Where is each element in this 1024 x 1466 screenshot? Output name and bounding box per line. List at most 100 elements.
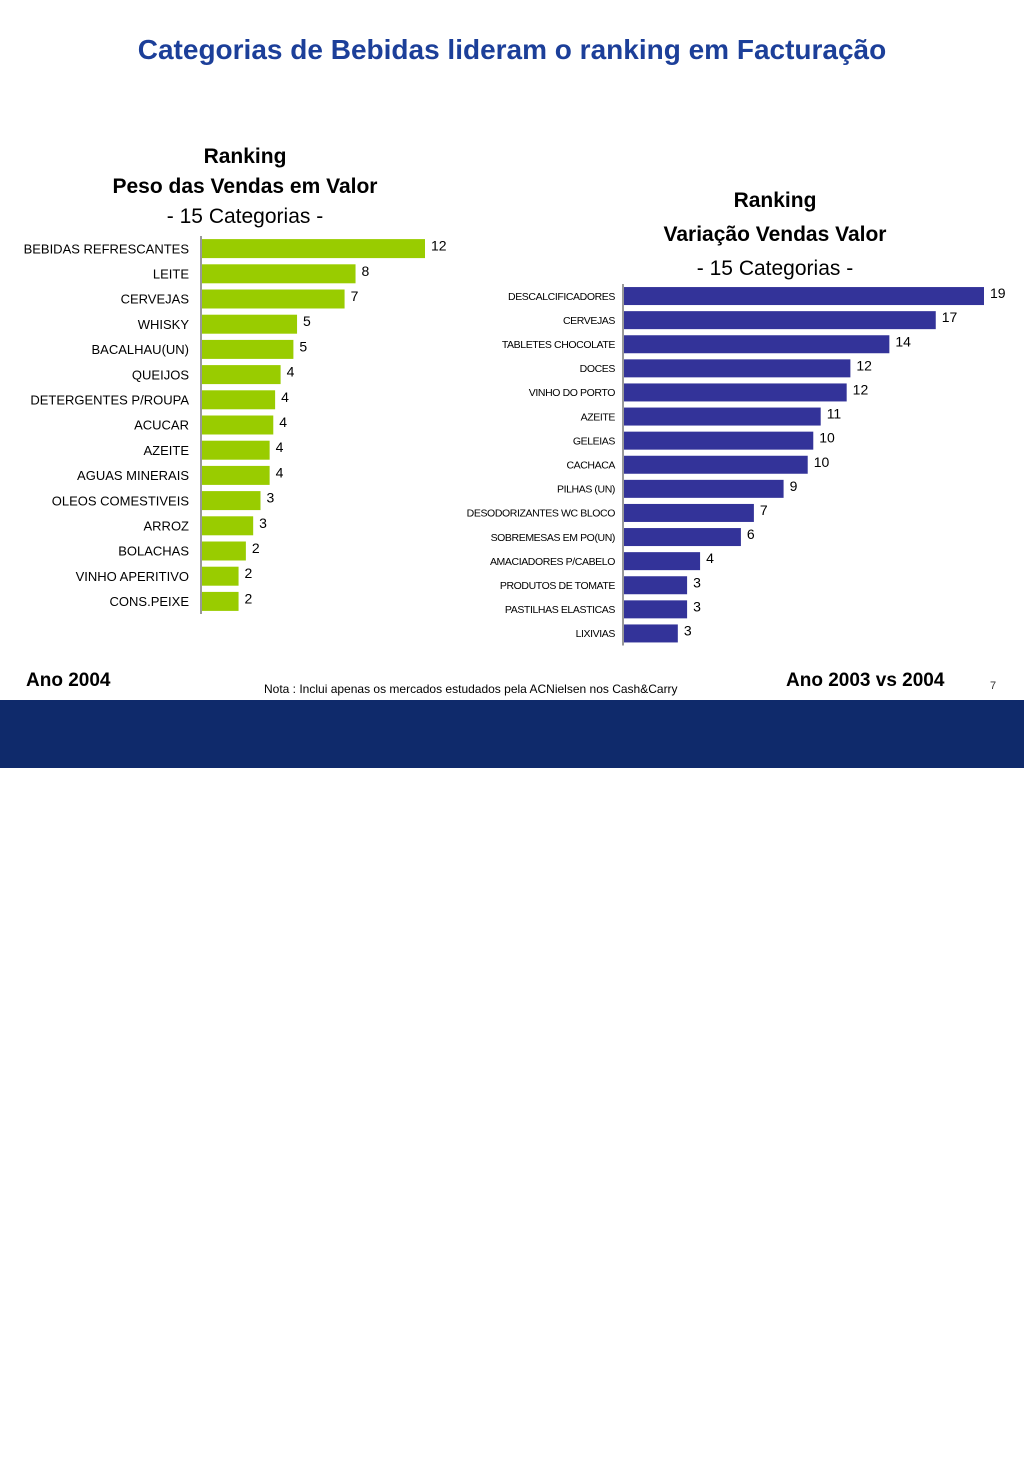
chart1-category-label: CERVEJAS bbox=[121, 292, 190, 307]
chart2-category-label: PASTILHAS ELASTICAS bbox=[505, 604, 615, 616]
chart2-heading-line1: Ranking bbox=[733, 189, 817, 212]
chart2-value-label: 12 bbox=[853, 381, 869, 397]
chart1-bar bbox=[202, 541, 246, 561]
chart1-value-label: 4 bbox=[276, 439, 284, 455]
chart1-category-label: ARROZ bbox=[144, 518, 190, 533]
chart1-value-label: 2 bbox=[252, 540, 260, 556]
chart2-value-label: 9 bbox=[790, 478, 798, 494]
chart1-value-label: 4 bbox=[281, 389, 289, 405]
chart1-category-label: WHISKY bbox=[138, 317, 190, 332]
page-number: 7 bbox=[990, 680, 997, 692]
chart1-bar bbox=[202, 390, 276, 410]
chart2-value-label: 3 bbox=[693, 574, 701, 590]
chart2-bar bbox=[624, 311, 936, 330]
chart1-value-label: 3 bbox=[259, 515, 267, 531]
slide-title: Categorias de Bebidas lideram o ranking … bbox=[137, 34, 887, 65]
chart2-category-label: CACHACA bbox=[566, 460, 615, 472]
footer-bar: ACNielsen Copyright © 2005 ACNielsen a V… bbox=[0, 700, 1024, 1462]
chart2-bar bbox=[624, 528, 741, 547]
chart1-bar bbox=[202, 491, 261, 511]
chart2-category-label: DESODORIZANTES WC BLOCO bbox=[467, 508, 616, 520]
chart2-category-label: CERVEJAS bbox=[563, 315, 615, 327]
chart1-category-label: BOLACHAS bbox=[118, 544, 189, 559]
logo-wordmark: ACNielsen bbox=[88, 1413, 258, 1458]
chart1-value-label: 4 bbox=[287, 364, 295, 380]
chart1-bar bbox=[202, 264, 356, 284]
chart2-value-label: 7 bbox=[760, 502, 768, 518]
chart2-bar bbox=[624, 335, 890, 354]
chart2-bar bbox=[624, 287, 984, 306]
chart1-value-label: 5 bbox=[303, 313, 311, 329]
chart1-value-label: 4 bbox=[276, 464, 284, 480]
chart1-bar bbox=[202, 289, 345, 309]
chart1-category-label: VINHO APERITIVO bbox=[76, 569, 189, 584]
chart1-category-label: BEBIDAS REFRESCANTES bbox=[24, 241, 190, 256]
chart1-category-label: AGUAS MINERAIS bbox=[77, 468, 189, 483]
chart2-value-label: 11 bbox=[827, 406, 842, 422]
chart2-category-label: AZEITE bbox=[581, 411, 616, 423]
chart1-bar-chart: BEBIDAS REFRESCANTES 12 LEITE 8 CERVEJAS 7 WHI… bbox=[24, 236, 447, 614]
chart2-value-label: 14 bbox=[895, 333, 911, 349]
chart2-bar bbox=[624, 503, 754, 522]
chart2-category-label: GELEIAS bbox=[573, 435, 616, 447]
chart1-category-label: CONS.PEIXE bbox=[110, 594, 190, 609]
chart2-category-label: TABLETES CHOCOLATE bbox=[502, 339, 616, 351]
acnielsen-logo: ACNielsen bbox=[30, 1402, 258, 1466]
chart1-footer: Ano 2004 bbox=[26, 670, 111, 691]
chart1-category-label: QUEIJOS bbox=[132, 367, 189, 382]
chart2-value-label: 17 bbox=[942, 309, 958, 325]
chart1-bar bbox=[202, 415, 274, 435]
chart1-bar bbox=[202, 339, 294, 359]
chart2-footer: Ano 2003 vs 2004 bbox=[786, 670, 945, 691]
chart2-category-label: DESCALCIFICADORES bbox=[508, 291, 615, 303]
chart1-value-label: 4 bbox=[279, 414, 287, 430]
chart1-heading-line1: Ranking bbox=[203, 145, 287, 168]
chart1-value-label: 5 bbox=[299, 338, 307, 354]
chart1-category-label: AZEITE bbox=[143, 443, 189, 458]
chart2-bar bbox=[624, 624, 678, 643]
chart1-bar bbox=[202, 440, 270, 460]
chart1-value-label: 12 bbox=[431, 238, 447, 254]
chart1-bar bbox=[202, 239, 425, 259]
chart2-heading: Ranking Variação Vendas Valor - 15 Categ… bbox=[595, 184, 955, 286]
chart1-bar bbox=[202, 465, 270, 485]
chart2-bar bbox=[624, 600, 688, 619]
chart1-value-label: 8 bbox=[362, 263, 370, 279]
chart1-category-label: BACALHAU(UN) bbox=[91, 342, 189, 357]
chart1-heading-line3: - 15 Categorias - bbox=[166, 205, 324, 228]
chart2-bar bbox=[624, 359, 851, 378]
chart2-bar bbox=[624, 407, 821, 426]
chart1-bar bbox=[202, 591, 239, 611]
chart2-category-label: LIXIVIAS bbox=[576, 628, 616, 640]
chart2-bar bbox=[624, 455, 808, 474]
chart2-value-label: 10 bbox=[819, 430, 835, 446]
chart1-category-label: LEITE bbox=[153, 266, 189, 281]
copyright-line1: Copyright © 2005 ACNielsen bbox=[435, 1425, 589, 1439]
chart2-bar bbox=[624, 431, 814, 450]
chart1-value-label: 2 bbox=[245, 590, 253, 606]
chart1-bar bbox=[202, 314, 298, 334]
chart1-bar bbox=[202, 566, 239, 586]
chart2-heading-line2: Variação Vendas Valor bbox=[663, 223, 887, 246]
chart2-category-label: SOBREMESAS EM PO(UN) bbox=[491, 532, 615, 544]
chart2-category-label: AMACIADORES P/CABELO bbox=[490, 556, 615, 568]
chart2-value-label: 4 bbox=[706, 550, 714, 566]
chart1-value-label: 2 bbox=[245, 565, 253, 581]
copyright-line2: a VNU business bbox=[468, 1442, 556, 1456]
chart1-heading: Ranking Peso das Vendas em Valor - 15 Ca… bbox=[60, 142, 430, 232]
globe-icon bbox=[32, 1406, 88, 1462]
chart2-category-label: PILHAS (UN) bbox=[557, 484, 615, 496]
chart2-value-label: 10 bbox=[814, 454, 830, 470]
chart2-value-label: 12 bbox=[856, 357, 872, 373]
chart1-value-label: 7 bbox=[351, 288, 359, 304]
chart1-value-label: 3 bbox=[266, 490, 274, 506]
chart2-category-label: VINHO DO PORTO bbox=[529, 387, 615, 399]
chart1-category-label: OLEOS COMESTIVEIS bbox=[52, 493, 190, 508]
chart2-category-label: PRODUTOS DE TOMATE bbox=[500, 580, 616, 592]
chart2-bar-chart: DESCALCIFICADORES 19 CERVEJAS 17 TABLETES CH… bbox=[467, 284, 1006, 646]
chart2-bar bbox=[624, 576, 688, 595]
chart2-category-label: DOCES bbox=[580, 363, 616, 375]
chart2-bar bbox=[624, 383, 847, 402]
chart2-value-label: 6 bbox=[747, 526, 755, 542]
chart2-value-label: 3 bbox=[684, 622, 692, 638]
